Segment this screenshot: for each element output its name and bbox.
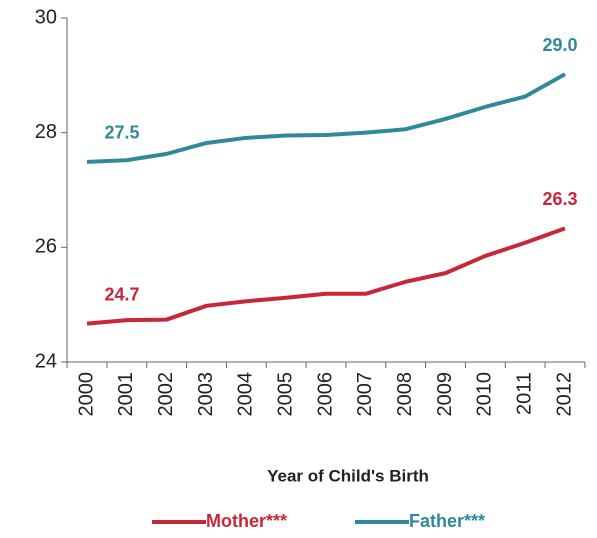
data-label: 24.7 [104,284,139,304]
y-tick-label: 24 [35,350,57,372]
x-tick-label: 2002 [155,372,177,417]
x-tick-label: 2007 [354,372,376,417]
x-tick-label: 2009 [434,372,456,417]
data-label: 29.0 [542,35,577,55]
y-tick-label: 28 [35,121,57,143]
legend-label: Mother*** [206,511,287,531]
x-tick-label: 2008 [394,372,416,417]
x-tick-label: 2006 [314,372,336,417]
x-tick-label: 2012 [553,372,575,417]
data-line [86,72,566,164]
y-tick-label: 26 [35,236,57,258]
x-axis-title: Year of Child's Birth [267,466,429,485]
legend-label: Father*** [409,511,485,531]
x-tick-label: 2011 [513,372,535,415]
data-line [86,226,566,326]
x-tick-label: 2000 [75,372,97,417]
data-label: 27.5 [104,123,139,143]
x-tick-label: 2004 [235,372,257,417]
x-tick-label: 2005 [274,372,296,417]
x-tick-label: 2010 [474,372,496,417]
x-tick-label: 2001 [115,372,137,417]
data-label: 26.3 [542,189,577,209]
x-tick-label: 2003 [195,372,217,417]
y-tick-label: 30 [35,6,57,28]
